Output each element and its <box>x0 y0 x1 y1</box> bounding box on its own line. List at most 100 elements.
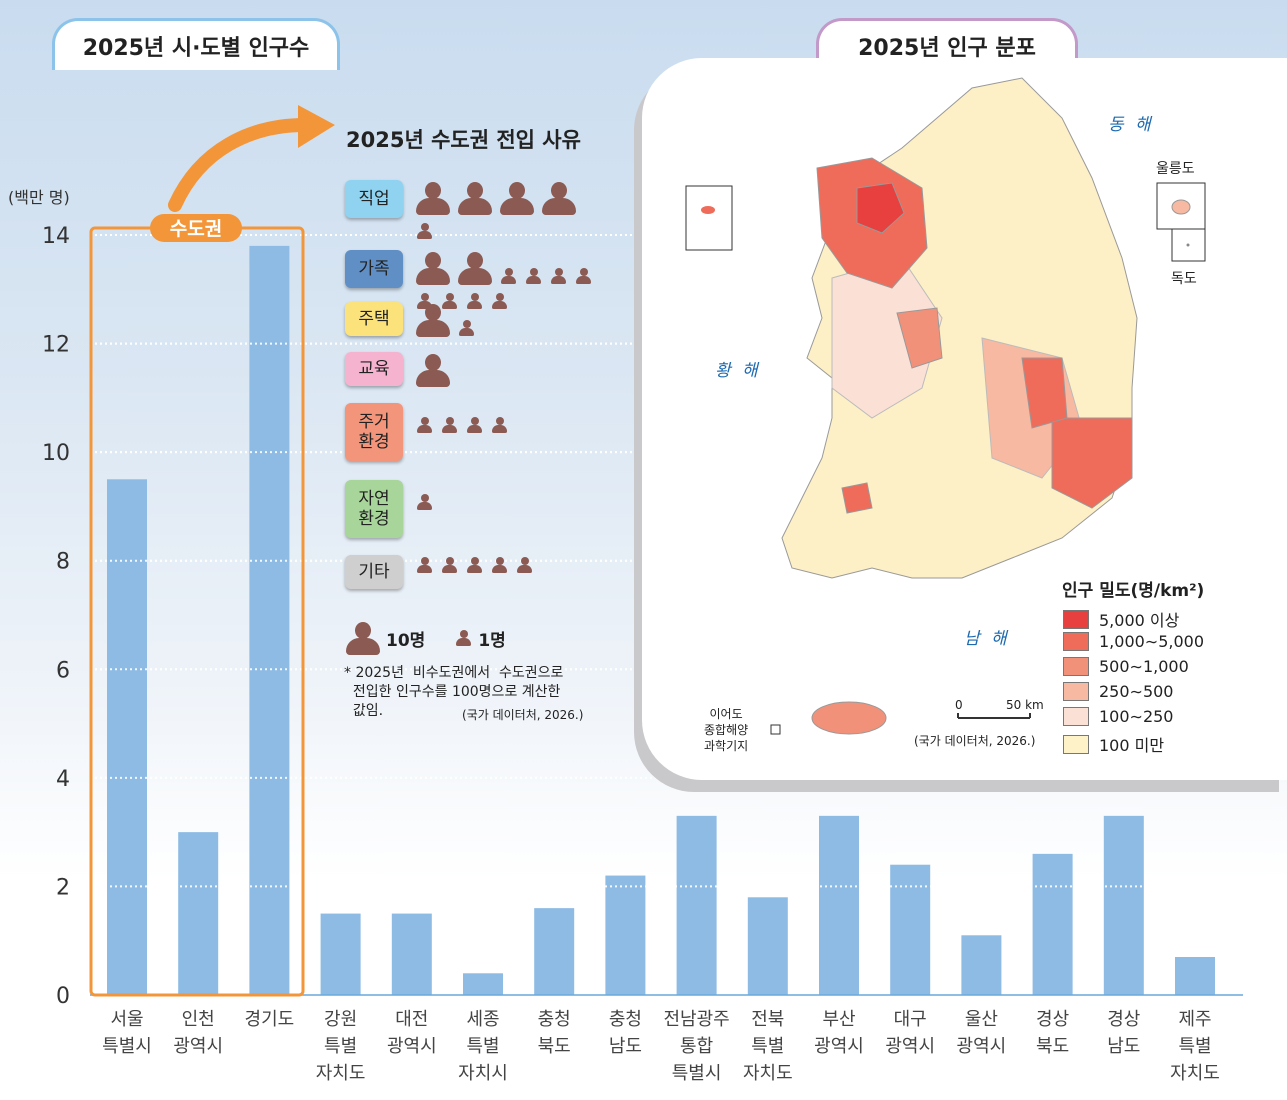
x-tick-label: 자치도 <box>743 1063 793 1084</box>
bar <box>391 913 432 995</box>
person-small-icon <box>525 268 542 285</box>
reason-label: 기타 <box>345 555 403 589</box>
person-big-icon <box>458 252 492 285</box>
person-small-icon <box>491 417 508 434</box>
west-island <box>701 206 715 214</box>
x-tick-label: 경상 <box>1036 1009 1069 1030</box>
person-small-icon <box>416 557 433 574</box>
korea-density-map <box>685 77 1206 735</box>
left-section-title: 2025년 시·도별 인구수 <box>52 18 340 70</box>
reason-pictogram <box>416 354 596 387</box>
x-tick-label: 울산 <box>965 1009 998 1030</box>
density-legend-item: 250∼500 <box>1063 682 1173 701</box>
person-small-icon <box>466 293 483 310</box>
person-small-icon <box>441 557 458 574</box>
bar <box>249 245 290 995</box>
x-tick-label: 특별 <box>324 1036 357 1057</box>
bar <box>1103 815 1144 995</box>
person-small-icon <box>500 268 517 285</box>
density-legend-item: 1,000∼5,000 <box>1063 632 1204 651</box>
x-tick-label: 특별 <box>751 1036 784 1057</box>
x-tick-label: 대구 <box>894 1009 927 1030</box>
arrow-head-icon <box>298 105 335 148</box>
x-tick-label: 특별시 <box>672 1063 722 1084</box>
y-tick-label: 10 <box>42 441 70 466</box>
x-tick-label: 세종 <box>466 1009 499 1030</box>
reason-pictogram <box>416 252 596 310</box>
density-gwangju-region <box>841 482 873 514</box>
map-panel <box>642 58 1287 780</box>
bar <box>961 935 1002 995</box>
west-island-inset <box>685 185 733 251</box>
dokdo-island <box>1186 243 1190 247</box>
ulleung-island <box>1171 199 1191 215</box>
person-small-icon <box>575 268 592 285</box>
x-tick-label: 부산 <box>822 1009 855 1030</box>
legend-small-label: 1명 <box>478 631 506 651</box>
person-small-icon <box>550 268 567 285</box>
y-tick-label: 12 <box>42 333 70 358</box>
east-sea-label: 동 해 <box>1108 115 1154 135</box>
density-southeast-region <box>1051 417 1133 509</box>
person-small-icon <box>416 417 433 434</box>
reason-label: 가족 <box>345 250 403 288</box>
person-small-icon <box>458 320 475 337</box>
x-tick-label: 남도 <box>1107 1036 1140 1057</box>
x-tick-label: 광역시 <box>814 1036 864 1057</box>
bar <box>747 897 788 995</box>
reason-label: 주택 <box>345 302 403 336</box>
person-small-icon <box>416 223 433 240</box>
person-big-icon <box>458 182 492 215</box>
bar <box>534 908 575 995</box>
reason-label: 교육 <box>345 352 403 386</box>
x-tick-label: 자치도 <box>316 1063 366 1084</box>
x-tick-label: 북도 <box>538 1036 571 1057</box>
density-legend-item: 100 미만 <box>1063 732 1164 756</box>
person-small-icon <box>466 417 483 434</box>
person-small-icon <box>416 494 433 511</box>
density-legend-item: 100∼250 <box>1063 707 1173 726</box>
person-small-icon <box>455 630 472 647</box>
density-seoul-core-region <box>856 182 905 234</box>
reason-pictogram <box>416 304 596 337</box>
legend-big-label: 10명 <box>386 631 426 651</box>
x-tick-label: 광역시 <box>173 1036 223 1057</box>
x-tick-label: 자치도 <box>1170 1063 1220 1084</box>
x-tick-label: 강원 <box>324 1009 357 1030</box>
x-tick-label: 충청 <box>538 1009 571 1030</box>
bar <box>819 815 859 995</box>
reason-label: 주거 환경 <box>345 403 403 461</box>
x-tick-label: 경기도 <box>245 1009 295 1030</box>
jeju-island <box>811 701 887 735</box>
x-tick-label: 제주 <box>1178 1009 1211 1030</box>
bar <box>107 479 147 995</box>
x-tick-label: 전북 <box>751 1009 784 1030</box>
ieodo-marker <box>770 724 781 735</box>
person-small-icon <box>491 293 508 310</box>
bar <box>1175 957 1215 995</box>
capital-region-label: 수도권 <box>170 218 222 240</box>
x-tick-label: 남도 <box>609 1036 642 1057</box>
y-tick-label: 2 <box>56 875 70 900</box>
legend-label: 250∼500 <box>1099 682 1174 701</box>
person-small-icon <box>516 557 533 574</box>
legend-swatch <box>1063 734 1089 754</box>
migration-title: 2025년 수도권 전입 사유 <box>346 128 581 152</box>
person-big-icon <box>416 252 450 285</box>
x-tick-label: 자치시 <box>458 1063 508 1084</box>
bar <box>676 815 717 995</box>
map-source: (국가 데이터처, 2026.) <box>914 734 1036 748</box>
y-tick-label: 14 <box>42 224 70 249</box>
density-legend-item: 500∼1,000 <box>1063 657 1189 676</box>
x-tick-label: 북도 <box>1036 1036 1069 1057</box>
dokdo-label: 독도 <box>1171 271 1197 287</box>
y-tick-label: 0 <box>56 984 70 1009</box>
reason-pictogram <box>416 417 596 434</box>
reason-pictogram <box>416 494 596 511</box>
legend-label: 1,000∼5,000 <box>1099 632 1205 651</box>
x-tick-label: 서울 <box>110 1009 143 1030</box>
person-big-icon <box>416 182 450 215</box>
legend-swatch <box>1063 657 1089 676</box>
bar <box>605 875 646 995</box>
person-big-icon <box>416 354 450 387</box>
